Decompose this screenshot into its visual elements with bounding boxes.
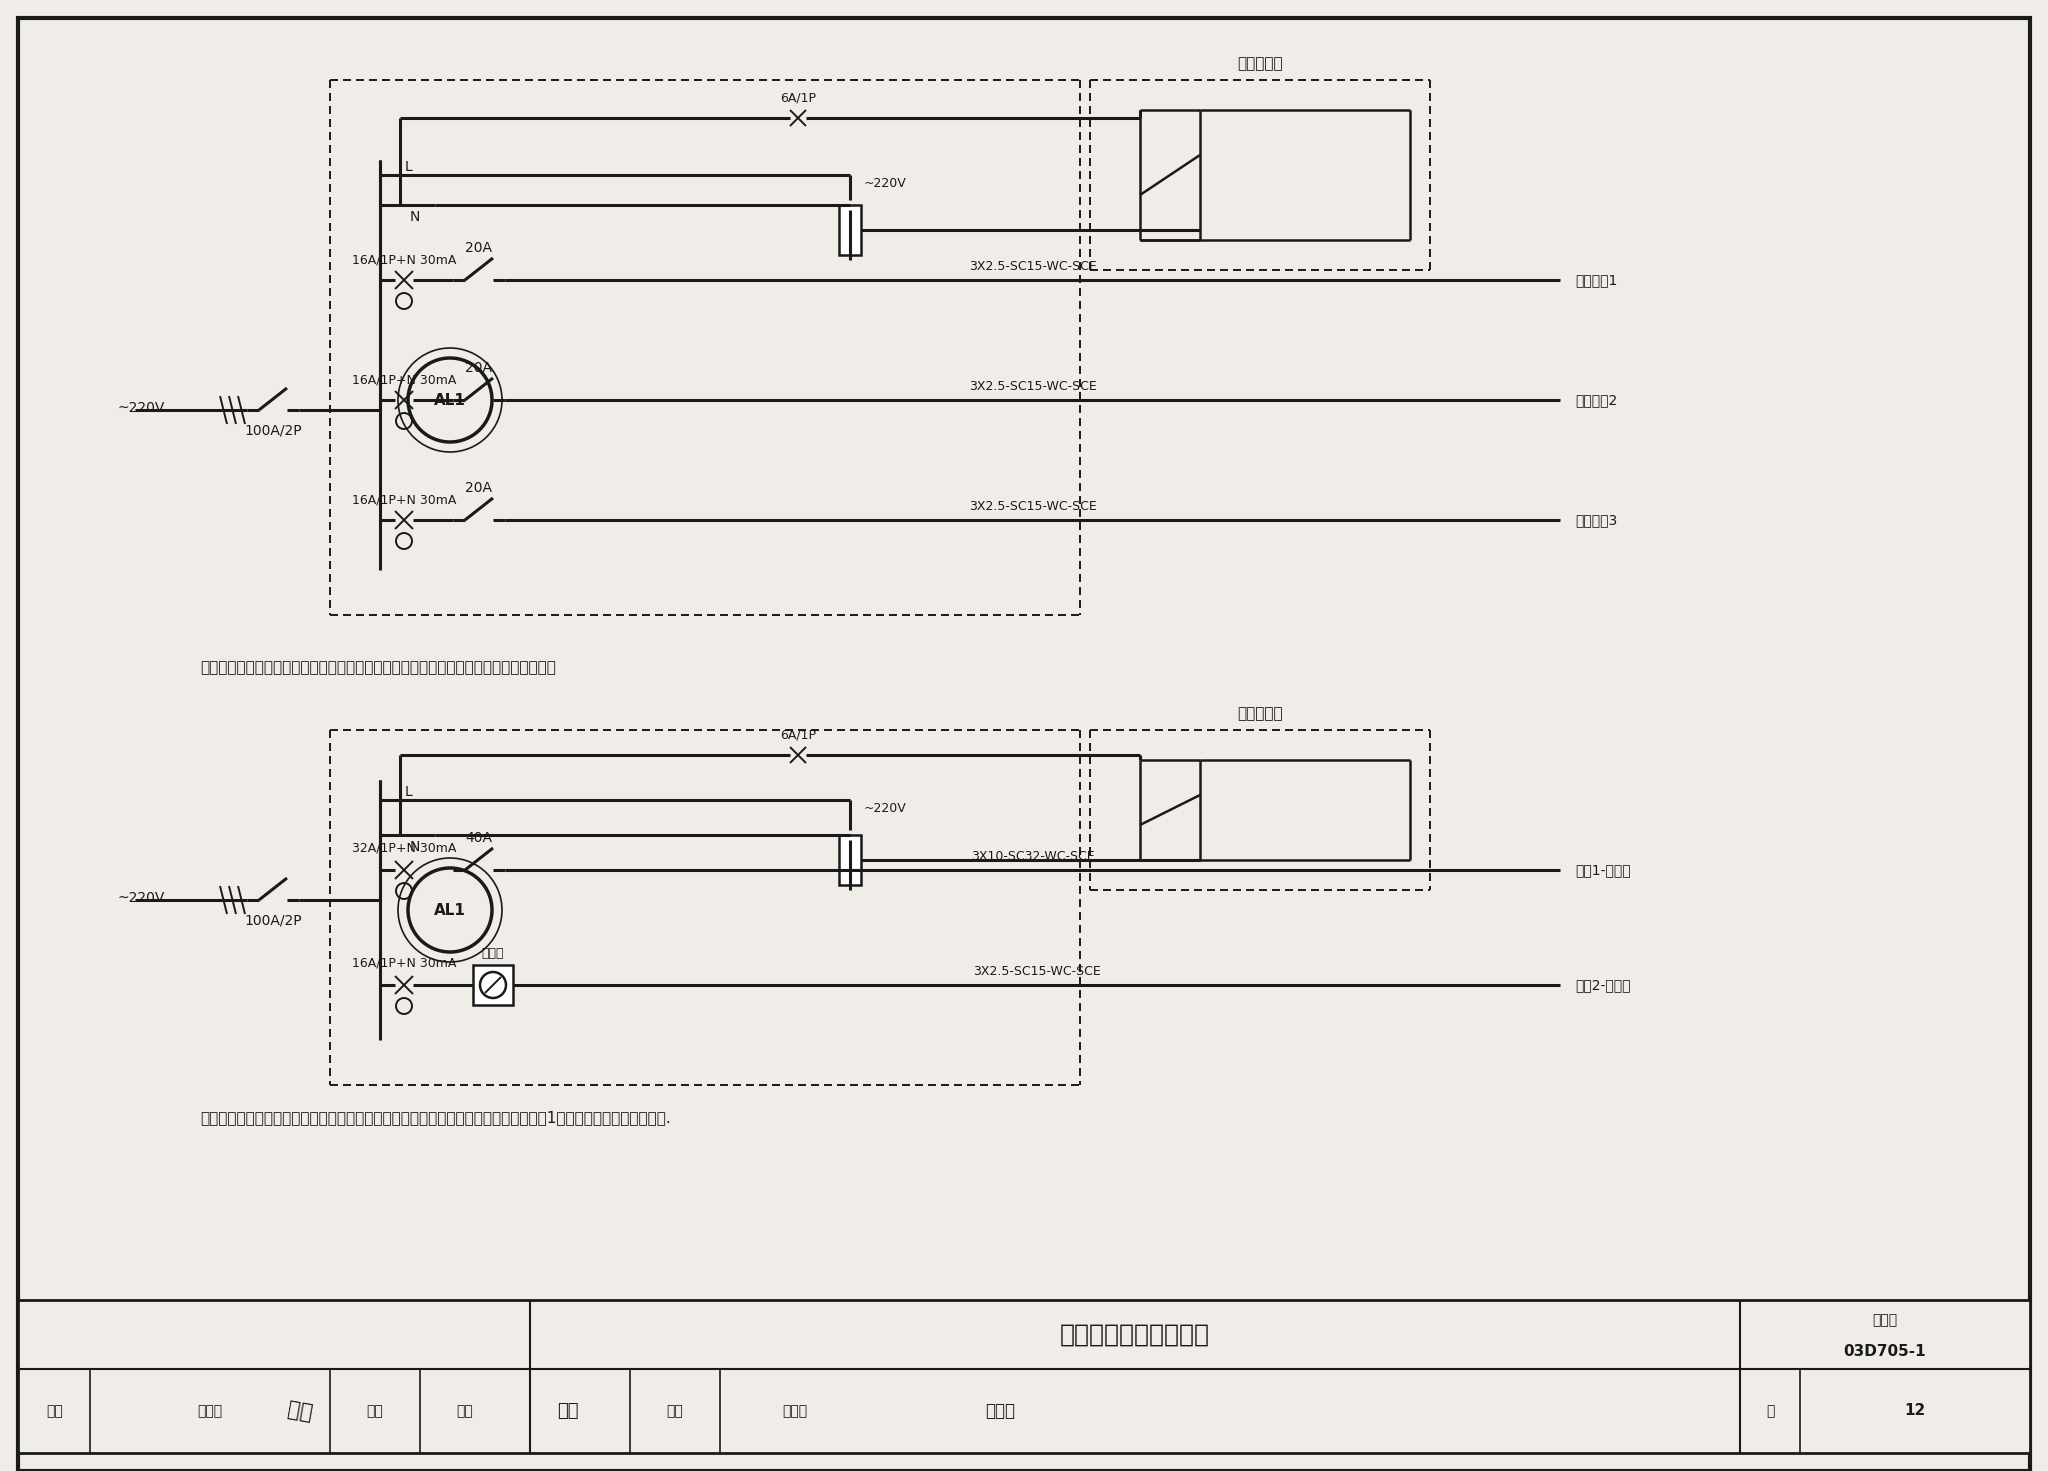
Text: 房间1-电热膜: 房间1-电热膜 <box>1575 863 1630 877</box>
Bar <box>840 836 860 886</box>
Text: ~220V: ~220V <box>117 402 166 415</box>
Text: 李本: 李本 <box>287 1399 313 1422</box>
Text: 100A/2P: 100A/2P <box>244 913 301 927</box>
Text: 16A/1P+N 30mA: 16A/1P+N 30mA <box>352 253 457 266</box>
Text: 设计: 设计 <box>668 1403 684 1418</box>
Text: 校对: 校对 <box>367 1403 383 1418</box>
Text: ~220V: ~220V <box>864 802 907 815</box>
Text: 电热膜组1: 电热膜组1 <box>1575 274 1618 287</box>
Text: 40A: 40A <box>465 831 492 844</box>
Text: 孙兰: 孙兰 <box>457 1403 473 1418</box>
Text: L: L <box>406 786 414 799</box>
Text: 温控器接点: 温控器接点 <box>1237 706 1282 721</box>
Text: 20A: 20A <box>465 241 492 254</box>
Text: 注：本图为一个电热膜回路的电流超过温控器额定电流，采用接触器控制的方案（房间1），适用于面积较大的房间.: 注：本图为一个电热膜回路的电流超过温控器额定电流，采用接触器控制的方案（房间1）… <box>201 1111 672 1125</box>
Text: 房间2-电热膜: 房间2-电热膜 <box>1575 978 1630 991</box>
Bar <box>840 204 860 254</box>
Text: 张丽娟: 张丽娟 <box>782 1403 807 1418</box>
Text: 温控器接点: 温控器接点 <box>1237 56 1282 72</box>
Text: 3X2.5-SC15-WC-SCE: 3X2.5-SC15-WC-SCE <box>969 500 1096 512</box>
Text: 16A/1P+N 30mA: 16A/1P+N 30mA <box>352 374 457 387</box>
Text: 李道本: 李道本 <box>197 1403 223 1418</box>
Text: 3X2.5-SC15-WC-SCE: 3X2.5-SC15-WC-SCE <box>969 380 1096 393</box>
Text: 张丽娟: 张丽娟 <box>985 1402 1016 1420</box>
Text: 图集号: 图集号 <box>1872 1314 1898 1328</box>
Bar <box>473 965 512 1005</box>
Text: 3X2.5-SC15-WC-SCE: 3X2.5-SC15-WC-SCE <box>973 965 1100 978</box>
Text: 12: 12 <box>1905 1403 1925 1418</box>
Text: 3X2.5-SC15-WC-SCE: 3X2.5-SC15-WC-SCE <box>969 259 1096 272</box>
Text: ~220V: ~220V <box>117 891 166 905</box>
Text: 16A/1P+N 30mA: 16A/1P+N 30mA <box>352 493 457 506</box>
Text: 03D705-1: 03D705-1 <box>1843 1344 1927 1359</box>
Text: 电热膜组3: 电热膜组3 <box>1575 513 1618 527</box>
Text: N: N <box>410 210 420 224</box>
Text: 电热膜配电方案（四）: 电热膜配电方案（四） <box>1061 1322 1210 1346</box>
Text: 注：本图为一个温控器控制多个电热膜回路的方案，适用于大开间、开放式办公等建筑。: 注：本图为一个温控器控制多个电热膜回路的方案，适用于大开间、开放式办公等建筑。 <box>201 660 555 675</box>
Text: 电热膜组2: 电热膜组2 <box>1575 393 1618 407</box>
Text: 32A/1P+N 30mA: 32A/1P+N 30mA <box>352 841 457 855</box>
Text: ~220V: ~220V <box>864 177 907 190</box>
Text: 20A: 20A <box>465 360 492 375</box>
Text: 6A/1P: 6A/1P <box>780 91 815 104</box>
Text: 20A: 20A <box>465 481 492 496</box>
Text: 16A/1P+N 30mA: 16A/1P+N 30mA <box>352 956 457 969</box>
Text: AL1: AL1 <box>434 393 467 407</box>
Text: 3X10-SC32-WC-SCE: 3X10-SC32-WC-SCE <box>971 849 1094 862</box>
Text: 100A/2P: 100A/2P <box>244 424 301 437</box>
Text: 审核: 审核 <box>47 1403 63 1418</box>
Bar <box>18 1300 2030 1453</box>
Text: 页: 页 <box>1765 1403 1774 1418</box>
Text: AL1: AL1 <box>434 903 467 918</box>
Text: 6A/1P: 6A/1P <box>780 728 815 741</box>
Text: L: L <box>406 160 414 174</box>
Text: 温控器: 温控器 <box>481 946 504 959</box>
Text: 孙兰: 孙兰 <box>557 1402 580 1420</box>
Text: N: N <box>410 840 420 855</box>
